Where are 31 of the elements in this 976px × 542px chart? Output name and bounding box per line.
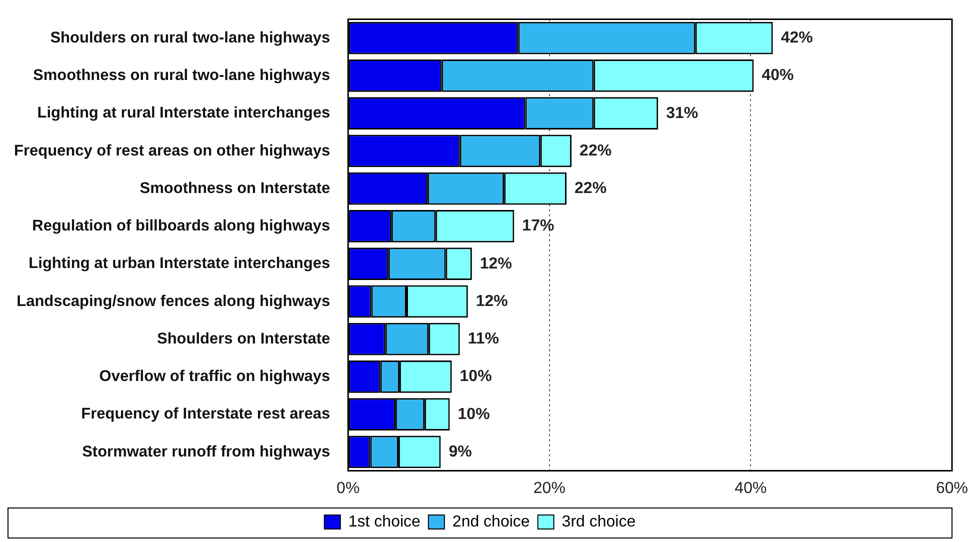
- y-tick-label: Frequency of rest areas on other highways: [14, 142, 330, 160]
- legend-label: 2nd choice: [452, 513, 530, 530]
- y-tick-label: Frequency of Interstate rest areas: [81, 406, 330, 423]
- x-tick-label: 60%: [936, 480, 968, 497]
- total-label: 12%: [476, 292, 508, 310]
- x-tick-label: 40%: [734, 480, 767, 497]
- total-label: 10%: [458, 406, 490, 423]
- y-tick-label: Shoulders on Interstate: [156, 330, 330, 348]
- total-label: 17%: [522, 218, 554, 235]
- total-label: 22%: [580, 142, 612, 160]
- y-tick-label: Stormwater runoff from highways: [82, 443, 330, 460]
- total-label: 22%: [574, 180, 607, 198]
- legend-label: 1st choice: [348, 513, 421, 530]
- total-label: 42%: [780, 30, 813, 47]
- y-tick-label: Smoothness on Interstate: [140, 180, 330, 197]
- y-tick-label: Landscaping/snow fences along highways: [16, 292, 330, 310]
- y-tick-label: Shoulders on rural two-lane highways: [50, 29, 330, 46]
- total-label: 11%: [468, 330, 499, 348]
- legend-label: 3rd choice: [562, 513, 636, 530]
- total-label: 10%: [460, 368, 492, 386]
- total-label: 31%: [666, 104, 698, 122]
- y-tick-label: Lighting at urban Interstate interchanges: [28, 255, 330, 272]
- y-tick-label: Overflow of traffic on highways: [99, 368, 330, 386]
- x-tick-label: 0%: [336, 480, 360, 497]
- x-tick-label: 20%: [533, 480, 566, 497]
- total-label: 12%: [480, 255, 512, 272]
- y-tick-label: Regulation of billboards along highways: [32, 218, 330, 235]
- total-label: 9%: [448, 443, 472, 460]
- y-tick-label: Lighting at rural Interstate interchanges: [37, 104, 330, 122]
- y-tick-label: Smoothness on rural two-lane highways: [32, 67, 330, 84]
- total-label: 40%: [762, 67, 794, 84]
